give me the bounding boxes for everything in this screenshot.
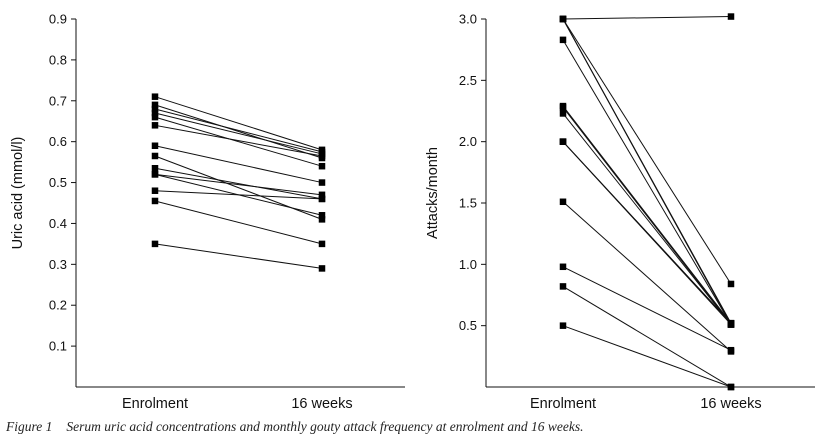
x-category-label: Enrolment <box>530 396 596 412</box>
y-tick-label: 2.0 <box>459 134 477 149</box>
patient-line <box>562 285 732 388</box>
patient-line <box>154 167 323 200</box>
enrolment-point <box>559 138 567 145</box>
enrolment-point <box>151 93 159 100</box>
x-category-label: 16 weeks <box>700 396 761 412</box>
week16-point <box>727 280 735 288</box>
patient-line <box>562 16 732 20</box>
patient-line <box>154 96 323 151</box>
week16-point <box>318 195 326 203</box>
patient-line <box>562 141 732 324</box>
patient-line <box>562 18 732 325</box>
enrolment-point <box>151 171 159 178</box>
enrolment-point <box>151 152 159 160</box>
enrolment-point <box>151 122 159 129</box>
patient-line <box>154 104 323 159</box>
week16-point <box>318 179 326 186</box>
patient-line <box>154 108 323 153</box>
y-tick-label: 0.9 <box>49 12 67 27</box>
y-tick-label: 0.8 <box>49 52 67 67</box>
enrolment-point <box>151 105 159 113</box>
y-tick-label: 0.7 <box>49 93 67 108</box>
week16-point <box>318 212 326 219</box>
patient-line <box>154 116 323 167</box>
week16-point <box>318 265 326 272</box>
enrolment-point <box>151 240 159 248</box>
patient-line <box>562 201 732 352</box>
enrolment-point <box>151 142 159 150</box>
week16-point <box>318 152 326 160</box>
y-tick-label: 0.2 <box>49 298 67 313</box>
patient-line <box>154 124 323 157</box>
caption-text: Serum uric acid concentrations and month… <box>66 419 584 434</box>
enrolment-point <box>151 187 159 194</box>
y-tick-label: 0.5 <box>49 175 67 190</box>
patient-line <box>154 155 323 220</box>
patient-line <box>562 266 732 351</box>
week16-point <box>318 162 326 170</box>
enrolment-point <box>151 101 159 109</box>
week16-point <box>727 13 735 20</box>
enrolment-point <box>559 322 567 329</box>
enrolment-point <box>151 109 159 117</box>
y-axis-label: Attacks/month <box>425 147 441 239</box>
y-tick-label: 0.5 <box>459 318 477 333</box>
y-axis-label: Uric acid (mmol/l) <box>10 137 26 250</box>
week16-point <box>318 216 326 223</box>
week16-point <box>727 346 735 354</box>
week16-point <box>727 319 735 327</box>
attacks-panel: 0.5 1.0 1.5 2.0 2.5 3.0 Attacks/month Enrolment… <box>425 12 815 412</box>
y-tick-label: 0.4 <box>49 216 67 231</box>
figure-caption: Figure 1 Serum uric acid concentrations a… <box>6 419 826 435</box>
y-tick-label: 1.0 <box>459 257 477 272</box>
y-tick-label: 2.5 <box>459 73 477 88</box>
enrolment-point <box>151 197 159 205</box>
patient-line <box>562 39 732 325</box>
enrolment-point <box>559 110 567 117</box>
patient-line <box>154 190 323 200</box>
patient-line <box>154 200 323 245</box>
week16-point <box>318 240 326 248</box>
enrolment-point <box>559 283 567 290</box>
caption-label: Figure 1 <box>6 419 53 434</box>
x-category-label: Enrolment <box>122 396 188 412</box>
enrolment-point <box>559 15 567 23</box>
patient-line <box>154 112 323 155</box>
y-tick-label: 1.5 <box>459 196 477 211</box>
enrolment-point <box>559 104 567 111</box>
y-tick-label: 0.6 <box>49 134 67 149</box>
uric-acid-panel: 0.1 0.2 0.3 0.4 0.5 0.6 0.7 0.8 0.9 Uric acid (mm… <box>10 12 405 412</box>
patient-line <box>154 243 323 269</box>
patient-line <box>562 105 732 324</box>
y-tick-label: 0.1 <box>49 339 67 354</box>
patient-line <box>562 18 732 285</box>
week16-point <box>318 191 326 199</box>
enrolment-point <box>151 113 159 121</box>
patient-line <box>562 113 732 325</box>
x-category-label: 16 weeks <box>291 396 352 412</box>
y-tick-label: 0.3 <box>49 257 67 272</box>
enrolment-point <box>559 36 567 44</box>
patient-line <box>154 173 323 196</box>
y-tick-label: 3.0 <box>459 12 477 27</box>
patient-line <box>562 107 732 325</box>
enrolment-point <box>151 164 159 172</box>
enrolment-point <box>559 263 567 271</box>
enrolment-point <box>559 198 567 206</box>
week16-point <box>727 383 735 391</box>
patient-line <box>562 325 732 388</box>
patient-line <box>154 145 323 184</box>
